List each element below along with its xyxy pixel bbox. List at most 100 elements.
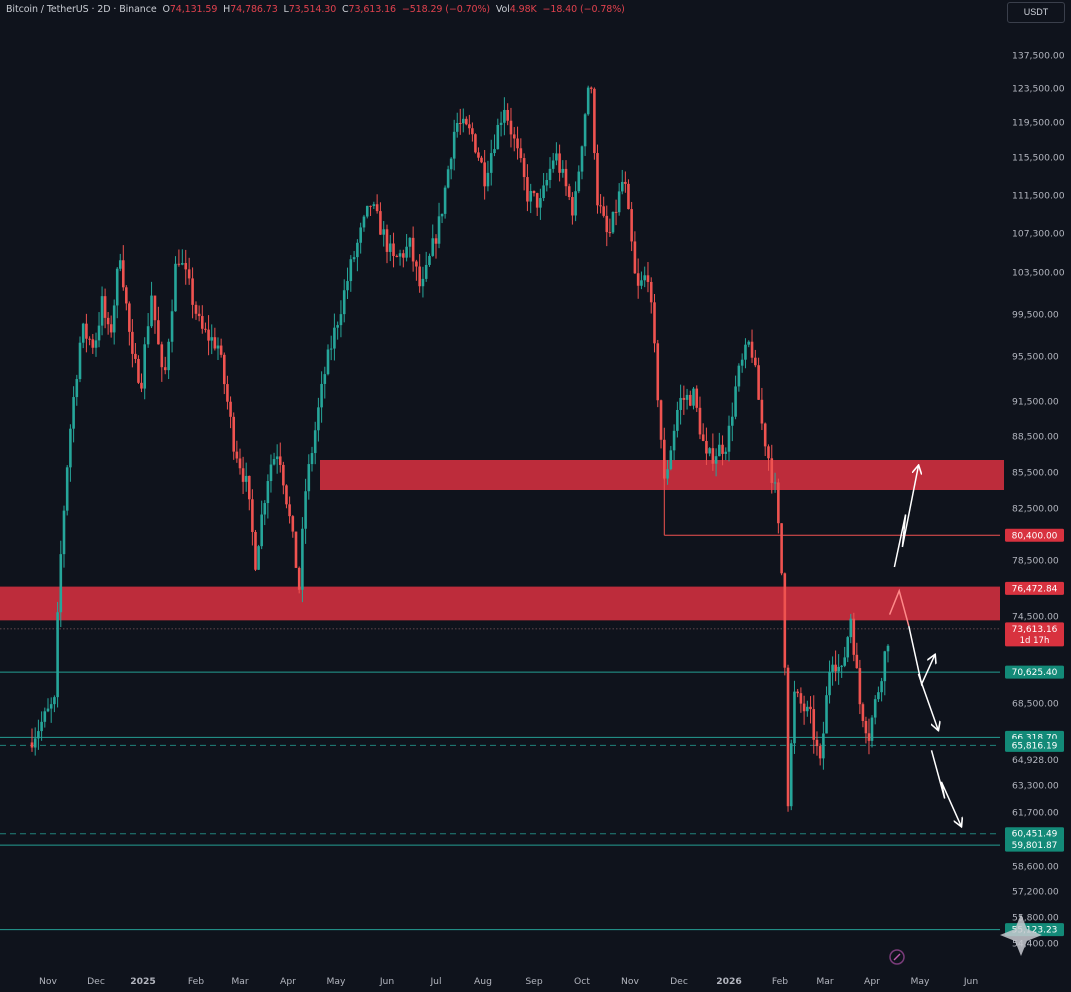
candle-body bbox=[49, 704, 53, 709]
price-label-text: 73,613.16 bbox=[1012, 625, 1058, 635]
candle-body bbox=[503, 109, 506, 123]
candle-body bbox=[877, 692, 880, 700]
supply-zone bbox=[320, 460, 1004, 490]
candle-body bbox=[85, 323, 88, 339]
candle-body bbox=[222, 354, 226, 385]
candle-body bbox=[822, 733, 825, 759]
candle-body bbox=[593, 88, 596, 154]
candle-body bbox=[121, 260, 125, 288]
price-tick-label: 137,500.00 bbox=[1012, 51, 1065, 62]
candle-body bbox=[852, 618, 856, 655]
candle-body bbox=[744, 344, 747, 360]
candle-body bbox=[146, 326, 150, 345]
candle-body bbox=[849, 618, 853, 638]
price-tick-label: 64,928.00 bbox=[1012, 755, 1059, 766]
candle-body bbox=[291, 516, 295, 532]
currency-button[interactable]: USDT bbox=[1007, 2, 1065, 23]
candle-body bbox=[461, 118, 465, 124]
candle-body bbox=[714, 456, 718, 464]
candle-body bbox=[187, 269, 191, 279]
candle-body bbox=[870, 717, 874, 741]
vol-label: Vol bbox=[495, 4, 510, 15]
candle-body bbox=[437, 216, 441, 244]
candle-body bbox=[94, 340, 98, 348]
candle-body bbox=[365, 205, 369, 217]
projection-layer bbox=[888, 466, 962, 826]
candle-body bbox=[194, 304, 198, 314]
candle-body bbox=[873, 699, 877, 718]
candle-body bbox=[656, 343, 660, 401]
candle-body bbox=[630, 209, 633, 242]
candle-body bbox=[75, 379, 79, 398]
candle-body bbox=[307, 464, 311, 492]
candle-body bbox=[825, 695, 828, 734]
candle-body bbox=[301, 528, 304, 590]
candle-body bbox=[131, 331, 134, 354]
candle-body bbox=[477, 152, 480, 158]
candle-body bbox=[326, 349, 330, 375]
tv-logo-icon[interactable] bbox=[889, 949, 905, 965]
candle-body bbox=[103, 296, 107, 318]
candle-body bbox=[78, 342, 82, 380]
candle-body bbox=[210, 337, 214, 341]
volume-change: −18.40 (−0.78%) bbox=[542, 4, 625, 15]
candle-body bbox=[685, 394, 689, 400]
candle-body bbox=[434, 238, 438, 244]
candle-body bbox=[294, 531, 298, 568]
candle-body bbox=[269, 464, 273, 482]
projection-arrow bbox=[908, 625, 935, 687]
candle-body bbox=[226, 384, 229, 402]
candle-body bbox=[235, 451, 239, 459]
candle-body bbox=[555, 153, 558, 161]
candle-body bbox=[646, 275, 650, 282]
candle-body bbox=[388, 243, 392, 252]
candle-body bbox=[362, 216, 366, 228]
candle-body bbox=[659, 400, 663, 440]
candle-body bbox=[548, 168, 552, 180]
price-tick-label: 107,300.00 bbox=[1012, 229, 1065, 240]
candle-body bbox=[499, 122, 503, 125]
price-label: 59,801.87 bbox=[1005, 838, 1064, 852]
candle-body bbox=[59, 554, 63, 613]
candle-body bbox=[415, 261, 418, 267]
candle-body bbox=[40, 721, 43, 732]
candle-body bbox=[886, 645, 890, 652]
candle-body bbox=[571, 197, 574, 216]
candle-body bbox=[627, 183, 630, 210]
candle-body bbox=[153, 295, 157, 321]
candle-body bbox=[219, 345, 223, 355]
candle-body bbox=[170, 311, 174, 342]
candle-body bbox=[266, 481, 270, 504]
candle-body bbox=[545, 179, 549, 186]
price-tick-label: 95,500.00 bbox=[1012, 352, 1059, 363]
candle-body bbox=[184, 263, 188, 270]
candle-body bbox=[167, 341, 170, 371]
price-axis: 137,500.00 123,500.00 119,500.00 115,500.00… bbox=[1012, 51, 1065, 950]
candle-body bbox=[204, 328, 207, 330]
candle-body bbox=[369, 205, 372, 207]
candle-body bbox=[424, 264, 428, 279]
price-tick-label: 103,500.00 bbox=[1012, 268, 1065, 279]
candle-body bbox=[522, 158, 526, 178]
candle-body bbox=[346, 281, 349, 291]
candle-body bbox=[596, 153, 599, 206]
candle-body bbox=[356, 242, 359, 258]
candle-body bbox=[320, 383, 323, 408]
candle-body bbox=[232, 416, 236, 452]
candle-body bbox=[229, 401, 232, 417]
candle-body bbox=[724, 451, 728, 454]
candle-body bbox=[342, 290, 346, 315]
candle-body bbox=[539, 198, 542, 208]
candle-body bbox=[349, 259, 353, 282]
candle-body bbox=[339, 314, 343, 326]
candle-body bbox=[257, 546, 260, 570]
candle-body bbox=[263, 503, 267, 515]
candle-body bbox=[398, 253, 402, 257]
candle-body bbox=[88, 338, 91, 340]
candle-body bbox=[532, 190, 536, 194]
candle-body bbox=[649, 281, 653, 303]
candle-body bbox=[163, 367, 167, 371]
candle-body bbox=[468, 124, 471, 129]
price-tick-label: 99,500.00 bbox=[1012, 310, 1059, 321]
